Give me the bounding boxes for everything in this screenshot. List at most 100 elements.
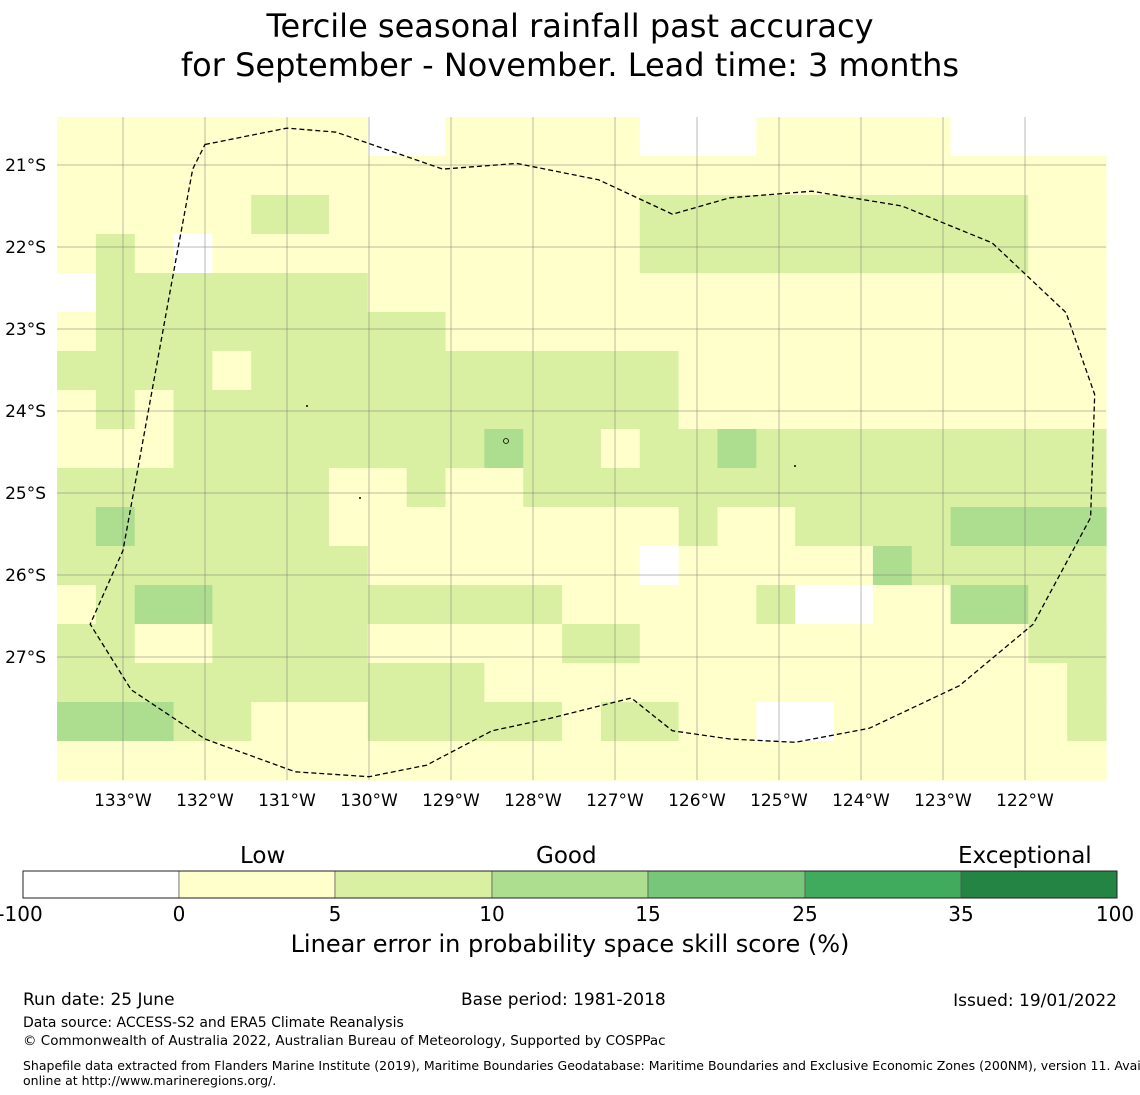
colorbar-segment — [491, 870, 649, 899]
skill-cell — [212, 195, 252, 235]
skill-cell — [872, 507, 913, 547]
skill-cell — [134, 234, 175, 274]
islands — [306, 405, 796, 499]
longitude-tick-label: 124°W — [832, 791, 890, 811]
skill-cell — [484, 585, 524, 625]
colorbar — [22, 870, 1118, 899]
skill-cell — [717, 156, 757, 196]
skill-cell — [562, 546, 602, 586]
skill-cell — [989, 312, 1029, 352]
latitude-tick-label: 23°S — [5, 320, 46, 340]
colorbar-segment — [960, 870, 1118, 899]
skill-cell — [290, 195, 330, 235]
skill-cell — [872, 156, 913, 196]
skill-cell — [872, 195, 913, 235]
skill-cell — [911, 117, 952, 157]
skill-cell — [95, 468, 136, 508]
skill-cell — [872, 312, 913, 352]
colorbar-exceptional-label: Exceptional — [958, 843, 1092, 869]
skill-cell — [639, 468, 680, 508]
skill-cell — [989, 507, 1029, 547]
skill-cell — [95, 702, 136, 742]
skill-cell — [523, 117, 563, 157]
skill-cell — [600, 351, 641, 391]
skill-cell — [795, 741, 835, 781]
skill-cell — [212, 351, 252, 391]
skill-cell — [1067, 624, 1107, 664]
skill-cell — [1028, 390, 1068, 430]
skill-cell — [484, 312, 524, 352]
skill-cell — [989, 195, 1029, 235]
skill-cell — [1028, 351, 1068, 391]
latitude-tick-label: 25°S — [5, 484, 46, 504]
skill-cell — [445, 351, 485, 391]
skill-cell — [1028, 195, 1068, 235]
skill-cell — [1028, 234, 1068, 274]
skill-cell — [406, 585, 447, 625]
skill-cell — [95, 195, 136, 235]
skill-cell — [445, 429, 485, 469]
skill-cell — [911, 624, 952, 664]
skill-cell — [95, 429, 136, 469]
skill-cell — [57, 351, 97, 391]
skill-cell — [290, 468, 330, 508]
skill-cell — [989, 624, 1029, 664]
skill-cell — [445, 273, 485, 313]
latitude-tick-label: 21°S — [5, 156, 46, 176]
skill-cell — [795, 468, 835, 508]
skill-cell — [212, 234, 252, 274]
skill-cell — [328, 468, 369, 508]
skill-cell — [445, 585, 485, 625]
skill-cell — [639, 585, 680, 625]
skill-cell — [173, 117, 214, 157]
skill-cell — [212, 312, 252, 352]
skill-cell — [212, 741, 252, 781]
skill-cell — [600, 312, 641, 352]
skill-cell — [795, 429, 835, 469]
skill-cell — [1028, 312, 1068, 352]
skill-cell — [562, 312, 602, 352]
skill-cell — [212, 390, 252, 430]
skill-cell — [639, 546, 680, 586]
skill-cell — [328, 663, 369, 703]
skill-cell — [251, 702, 291, 742]
skill-cell — [989, 273, 1029, 313]
skill-cell — [173, 156, 214, 196]
skill-cell — [872, 741, 913, 781]
skill-cell — [950, 546, 991, 586]
skill-cell — [600, 468, 641, 508]
skill-cell — [756, 195, 796, 235]
skill-cell — [639, 663, 680, 703]
skill-cell — [600, 585, 641, 625]
skill-cell — [795, 702, 835, 742]
skill-cell — [834, 468, 874, 508]
skill-cell — [678, 507, 719, 547]
skill-cell — [989, 429, 1029, 469]
skill-cell — [134, 702, 175, 742]
skill-cell — [834, 663, 874, 703]
skill-cell — [134, 117, 175, 157]
skill-cell — [600, 741, 641, 781]
skill-cell — [911, 156, 952, 196]
skill-cell — [600, 507, 641, 547]
skill-cell — [173, 390, 214, 430]
skill-cell — [328, 351, 369, 391]
skill-cell — [562, 117, 602, 157]
colorbar-segment — [334, 870, 493, 899]
skill-cell — [57, 507, 97, 547]
skill-cell — [445, 156, 485, 196]
skill-cell — [173, 624, 214, 664]
skill-cell — [756, 741, 796, 781]
skill-cell — [95, 663, 136, 703]
skill-cell — [445, 702, 485, 742]
skill-cell — [562, 663, 602, 703]
skill-cell — [445, 624, 485, 664]
latitude-tick-label: 27°S — [5, 648, 46, 668]
skill-cell — [717, 312, 757, 352]
skill-cell — [639, 312, 680, 352]
skill-cell — [600, 156, 641, 196]
latitude-tick-label: 22°S — [5, 238, 46, 258]
skill-cell — [795, 546, 835, 586]
skill-cell — [406, 741, 447, 781]
skill-cell — [989, 234, 1029, 274]
